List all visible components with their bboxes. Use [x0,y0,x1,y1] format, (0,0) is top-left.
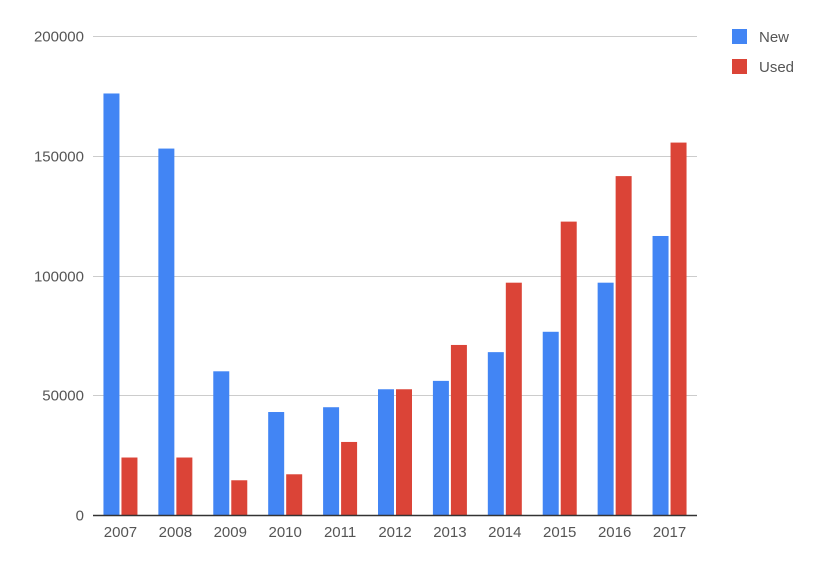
bar-new-2009 [213,371,230,515]
bars [103,93,687,516]
bar-used-2015 [560,221,577,516]
x-tick-label: 2013 [433,524,466,541]
bar-new-2016 [597,282,614,515]
legend-label-new: New [759,29,789,46]
bar-used-2007 [121,457,138,515]
gridlines [93,36,697,396]
y-tick-label: 50000 [42,388,84,405]
bar-used-2017 [670,142,687,515]
y-tick-label: 200000 [34,29,84,46]
bar-new-2010 [268,412,285,515]
bar-used-2014 [505,282,522,515]
x-tick-label: 2012 [378,524,411,541]
x-tick-label: 2008 [159,524,192,541]
y-axis: 0 50000 100000 150000 200000 [34,29,84,525]
x-tick-label: 2016 [598,524,631,541]
bar-new-2011 [323,407,340,515]
bar-used-2008 [176,457,193,515]
bar-new-2017 [652,235,669,516]
bar-new-2015 [542,331,559,515]
bar-new-2008 [158,148,175,515]
bar-new-2012 [378,389,394,515]
y-tick-label: 100000 [34,269,84,286]
bar-used-2010 [286,474,303,515]
x-tick-label: 2010 [268,524,301,541]
y-tick-label: 0 [76,508,84,525]
bar-used-2012 [396,389,412,515]
bar-used-2016 [615,176,632,516]
y-tick-label: 150000 [34,149,84,166]
x-tick-label: 2017 [653,524,686,541]
bar-used-2011 [341,441,358,515]
x-tick-label: 2011 [324,524,356,541]
bar-used-2013 [450,344,467,515]
legend-swatch-used [732,59,747,74]
legend-swatch-new [732,29,747,44]
bar-new-2007 [103,93,120,515]
legend: New Used [732,29,794,76]
bar-new-2013 [432,380,449,515]
legend-label-used: Used [759,59,794,76]
bar-used-2009 [231,480,248,515]
x-tick-label: 2014 [488,524,521,541]
bar-new-2014 [487,352,504,515]
x-tick-label: 2007 [104,524,137,541]
x-axis: 2007 2008 2009 2010 2011 2012 2013 2014 2015 2016… [93,514,697,541]
x-tick-label: 2009 [214,524,247,541]
x-tick-label: 2015 [543,524,576,541]
